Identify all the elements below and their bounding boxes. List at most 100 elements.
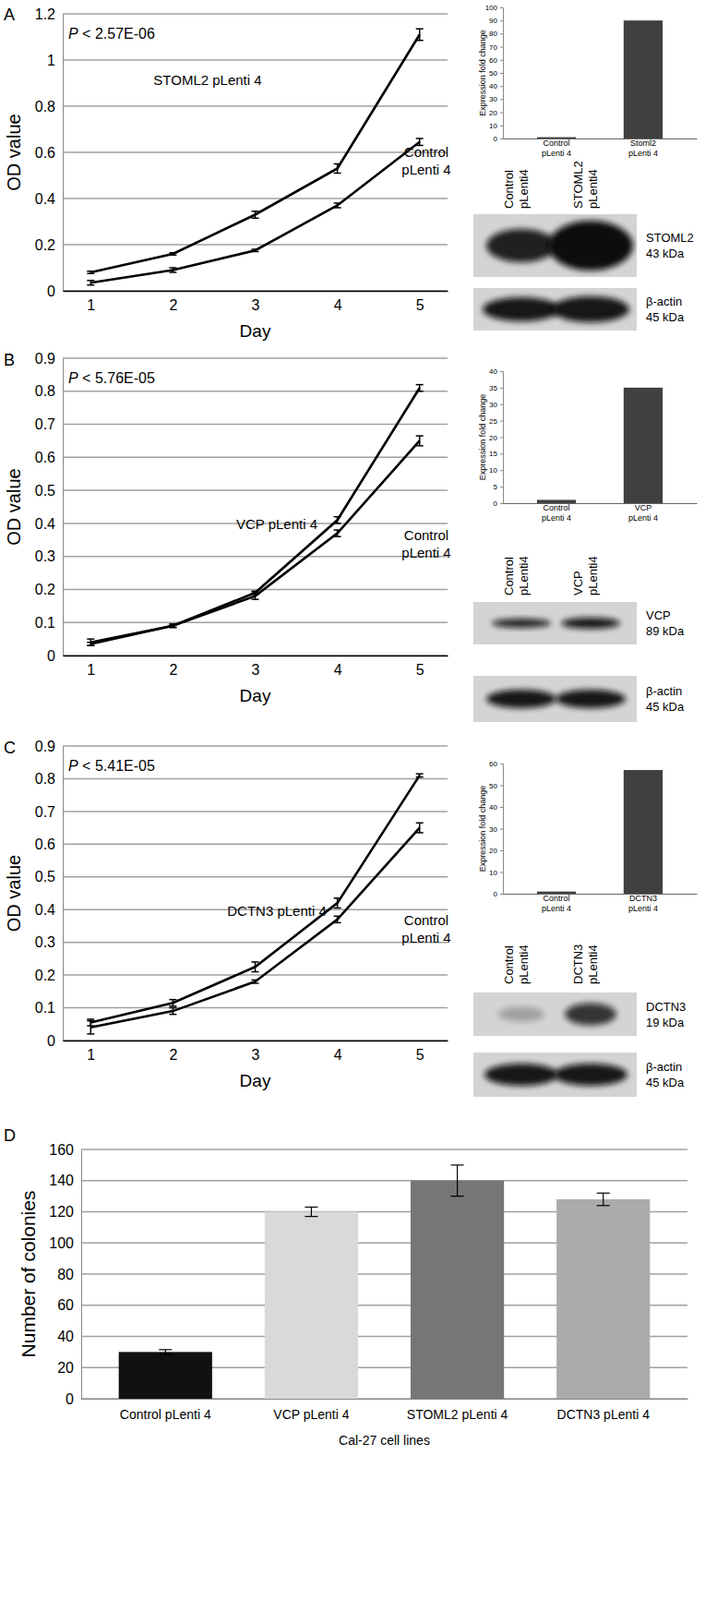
blot-band: [486, 689, 557, 708]
x-tick-label: 3: [251, 661, 261, 678]
band-size: 45 kDa: [645, 699, 685, 714]
error-bar: [86, 280, 95, 286]
x-tick-label: 5: [416, 297, 425, 313]
y-tick: 30: [489, 824, 503, 834]
error-bar: [86, 271, 95, 275]
error-bar: [251, 249, 260, 252]
y-tick: 0: [493, 889, 503, 898]
x-tick: 5: [416, 1039, 425, 1063]
series-line: [90, 387, 419, 642]
y-tick: 0.4: [35, 515, 63, 532]
y-tick-label: 40: [489, 367, 498, 376]
y-tick-mark: [500, 849, 503, 851]
y-tick-label: 0: [493, 889, 499, 898]
grid-line: [62, 423, 448, 426]
error-cap: [416, 831, 424, 834]
error-bar: [168, 1007, 177, 1015]
blot-image: [473, 214, 637, 277]
y-tick-mark: [500, 387, 503, 389]
plot-area: [86, 384, 423, 646]
bar-chart: 0102030405060ControlpLenti 4DCTN3pLenti …: [477, 759, 698, 913]
y-tick-label: 100: [48, 1234, 74, 1251]
y-axis: 0102030405060: [489, 759, 503, 898]
error-stem: [165, 1349, 167, 1354]
line-chart: 00.10.20.30.40.50.60.70.80.912345DCTN3 p…: [3, 738, 452, 1090]
y-tick: 0.7: [35, 416, 63, 432]
x-axis: ControlpLenti 4DCTN3pLenti 4: [503, 893, 698, 913]
error-cap: [416, 776, 424, 778]
grid-line: [62, 810, 448, 813]
x-tick-label: 4: [334, 661, 343, 678]
series-label: ControlpLenti 4: [401, 526, 451, 561]
bar: [119, 1350, 213, 1399]
y-tick-label: 0.9: [35, 350, 56, 367]
y-tick-label: 120: [48, 1203, 74, 1219]
error-cap: [251, 979, 260, 981]
figure: 00.20.40.60.811.212345STOML2 pLenti 4Con…: [0, 0, 705, 1600]
y-tick-label: 100: [485, 3, 499, 12]
x-tick-label: Stoml2pLenti 4: [628, 138, 658, 158]
y-tick-label: 1: [47, 52, 56, 69]
x-axis-line: [63, 290, 449, 293]
band-size: 19 kDa: [645, 1015, 685, 1029]
y-tick-mark: [500, 437, 503, 439]
y-tick: 0.8: [35, 382, 63, 399]
y-tick: 0.4: [35, 901, 63, 918]
y-axis: 00.20.40.60.811.2: [35, 6, 64, 299]
error-stem: [172, 1007, 175, 1015]
y-tick: 0.6: [35, 449, 63, 466]
blot-band: [484, 1063, 559, 1086]
x-axis-title: Day: [239, 1070, 272, 1090]
y-tick-label: 0.5: [35, 482, 56, 499]
x-tick: 1: [86, 1039, 96, 1063]
error-bar: [334, 203, 342, 208]
error-bar: [86, 1020, 95, 1034]
y-tick-label: 5: [493, 482, 499, 491]
error-cap: [86, 273, 95, 275]
error-bar: [416, 822, 424, 833]
error-cap: [416, 434, 424, 437]
y-tick-label: 70: [489, 43, 498, 52]
error-cap: [251, 970, 260, 973]
y-tick-label: 0: [493, 499, 499, 508]
error-cap: [334, 522, 342, 525]
x-tick-label: ControlpLenti 4: [541, 502, 572, 523]
error-cap: [251, 250, 260, 253]
y-tick-mark: [500, 453, 503, 455]
y-tick-label: 60: [489, 56, 498, 65]
y-tick: 10: [489, 121, 503, 131]
error-bar: [86, 638, 95, 646]
y-tick-mark: [500, 370, 503, 372]
x-tick-label: 4: [334, 1046, 343, 1063]
x-tick: 4: [334, 1039, 343, 1063]
error-cap: [86, 284, 95, 287]
grid-line: [62, 151, 448, 154]
error-cap: [597, 1192, 610, 1194]
y-tick-label: 20: [489, 108, 498, 118]
y-tick-label: 0.1: [35, 999, 56, 1016]
grid-line: [62, 621, 448, 623]
blot-image: [473, 675, 637, 722]
y-tick: 0.2: [35, 581, 63, 598]
error-cap: [416, 383, 424, 386]
plot-area: [537, 20, 663, 139]
y-axis-line: [500, 371, 504, 504]
error-cap: [334, 907, 342, 909]
y-tick: 100: [48, 1234, 82, 1251]
error-bar: [416, 384, 424, 392]
y-tick-label: 90: [489, 16, 498, 25]
x-tick: VCPpLenti 4: [628, 502, 658, 523]
error-bar: [451, 1164, 465, 1196]
grid-line: [62, 941, 448, 944]
western-blot: ControlpLenti4DCTN3pLenti4DCTN319 kDaβ-a…: [473, 943, 686, 1097]
blot-band: [548, 220, 634, 271]
y-tick: 0.4: [35, 191, 63, 207]
x-axis-title: Day: [239, 321, 272, 341]
error-bar: [334, 897, 342, 909]
y-tick: 0: [47, 283, 63, 299]
y-tick: 0.8: [35, 770, 63, 787]
annotation: P < 2.57E-06: [68, 25, 156, 42]
error-stem: [336, 516, 339, 524]
error-cap: [334, 202, 342, 204]
y-tick: 60: [57, 1296, 82, 1313]
